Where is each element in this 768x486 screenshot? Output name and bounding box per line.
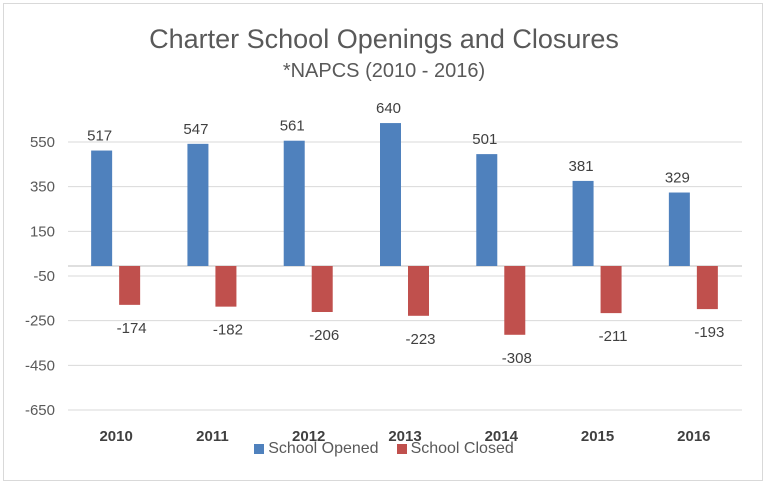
legend-label-opened: School Opened bbox=[268, 440, 379, 457]
y-tick-label: 150 bbox=[30, 223, 55, 240]
data-label: -223 bbox=[405, 331, 435, 348]
bar-closed bbox=[504, 266, 526, 335]
bar-closed bbox=[408, 266, 429, 316]
x-tick-label: 2016 bbox=[677, 428, 710, 445]
bar-opened bbox=[668, 192, 690, 266]
data-label: 381 bbox=[569, 158, 594, 175]
y-tick-label: -50 bbox=[33, 268, 55, 285]
y-tick-label: -450 bbox=[25, 357, 55, 374]
y-tick-label: -250 bbox=[25, 313, 55, 330]
x-tick-label: 2013 bbox=[388, 428, 421, 445]
legend-swatch-opened bbox=[254, 444, 265, 454]
chart-legend: School Opened School Closed bbox=[0, 440, 768, 458]
chart-title: Charter School Openings and Closures bbox=[149, 24, 619, 54]
bar-closed bbox=[311, 266, 333, 313]
bar-closed bbox=[215, 266, 237, 307]
x-tick-label: 2014 bbox=[485, 428, 519, 445]
data-label: -206 bbox=[309, 327, 339, 344]
data-label: -174 bbox=[117, 320, 147, 337]
data-label: -211 bbox=[599, 328, 628, 345]
bar-closed bbox=[600, 266, 622, 314]
chart-subtitle: *NAPCS (2010 - 2016) bbox=[282, 60, 486, 82]
bar-opened bbox=[91, 150, 113, 266]
y-tick-label: 350 bbox=[30, 179, 55, 196]
data-label: 640 bbox=[376, 100, 401, 117]
x-tick-label: 2010 bbox=[99, 428, 132, 445]
data-label: 501 bbox=[472, 131, 497, 148]
data-label: 329 bbox=[665, 170, 690, 187]
bar-closed bbox=[119, 266, 141, 305]
legend-item-closed: School Closed bbox=[396, 440, 514, 458]
legend-item-opened: School Opened bbox=[254, 440, 379, 458]
data-label: -308 bbox=[502, 350, 532, 367]
x-tick-label: 2012 bbox=[292, 428, 325, 445]
bar-opened bbox=[380, 123, 401, 266]
y-tick-label: 550 bbox=[30, 134, 55, 151]
data-label: 547 bbox=[183, 121, 208, 138]
bar-opened bbox=[572, 180, 594, 266]
data-label: -182 bbox=[213, 322, 243, 339]
bar-closed bbox=[696, 266, 718, 310]
legend-label-closed: School Closed bbox=[410, 440, 514, 457]
data-label: 517 bbox=[87, 128, 112, 145]
legend-swatch-closed bbox=[396, 444, 407, 454]
bar-opened bbox=[476, 154, 498, 266]
x-tick-label: 2011 bbox=[196, 428, 229, 445]
data-label: -193 bbox=[694, 324, 724, 341]
y-tick-label: -650 bbox=[25, 402, 55, 419]
bar-opened bbox=[187, 143, 209, 266]
data-label: 561 bbox=[280, 118, 305, 135]
x-tick-label: 2015 bbox=[581, 428, 614, 445]
bar-opened bbox=[283, 140, 305, 266]
